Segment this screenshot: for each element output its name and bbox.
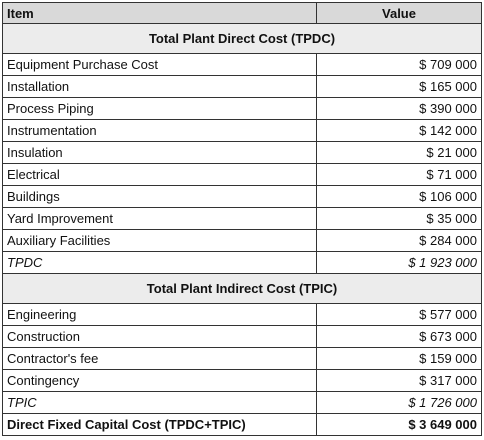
table-body: Total Plant Direct Cost (TPDC) Equipment … <box>2 23 482 436</box>
value-cell: $ 1 726 000 <box>316 391 482 414</box>
item-cell: Equipment Purchase Cost <box>2 53 317 76</box>
item-cell: Direct Fixed Capital Cost (TPDC+TPIC) <box>2 413 317 436</box>
section-row: Total Plant Indirect Cost (TPIC) <box>2 273 482 304</box>
item-cell: TPDC <box>2 251 317 274</box>
item-cell: Insulation <box>2 141 317 164</box>
data-row: Contingency $ 317 000 <box>2 369 482 392</box>
section-title: Total Plant Indirect Cost (TPIC) <box>2 273 482 304</box>
item-cell: Process Piping <box>2 97 317 120</box>
value-cell: $ 142 000 <box>316 119 482 142</box>
value-cell: $ 71 000 <box>316 163 482 186</box>
data-row: Contractor's fee $ 159 000 <box>2 347 482 370</box>
header-cell: Value <box>316 2 482 24</box>
section-row: Total Plant Direct Cost (TPDC) <box>2 23 482 54</box>
value-cell: $ 106 000 <box>316 185 482 208</box>
value-cell: $ 577 000 <box>316 303 482 326</box>
item-cell: Construction <box>2 325 317 348</box>
section-title: Total Plant Direct Cost (TPDC) <box>2 23 482 54</box>
subtotal-row: TPIC $ 1 726 000 <box>2 391 482 414</box>
item-cell: Instrumentation <box>2 119 317 142</box>
value-cell: $ 165 000 <box>316 75 482 98</box>
data-row: Buildings $ 106 000 <box>2 185 482 208</box>
value-cell: $ 159 000 <box>316 347 482 370</box>
cost-table: Item Value Total Plant Direct Cost (TPDC… <box>2 2 482 436</box>
data-row: Insulation $ 21 000 <box>2 141 482 164</box>
item-cell: Contractor's fee <box>2 347 317 370</box>
data-row: Construction $ 673 000 <box>2 325 482 348</box>
data-row: Auxiliary Facilities $ 284 000 <box>2 229 482 252</box>
grand-total-row: Direct Fixed Capital Cost (TPDC+TPIC) $ 3… <box>2 413 482 436</box>
value-cell: $ 35 000 <box>316 207 482 230</box>
value-cell: $ 284 000 <box>316 229 482 252</box>
data-row: Yard Improvement $ 35 000 <box>2 207 482 230</box>
data-row: Instrumentation $ 142 000 <box>2 119 482 142</box>
data-row: Engineering $ 577 000 <box>2 303 482 326</box>
data-row: Installation $ 165 000 <box>2 75 482 98</box>
item-cell: Buildings <box>2 185 317 208</box>
value-cell: $ 390 000 <box>316 97 482 120</box>
item-cell: Auxiliary Facilities <box>2 229 317 252</box>
value-cell: $ 3 649 000 <box>316 413 482 436</box>
header-row: Item Value <box>2 2 482 24</box>
data-row: Process Piping $ 390 000 <box>2 97 482 120</box>
header-cell: Item <box>2 2 317 24</box>
value-cell: $ 317 000 <box>316 369 482 392</box>
item-cell: Installation <box>2 75 317 98</box>
item-cell: Contingency <box>2 369 317 392</box>
data-row: Electrical $ 71 000 <box>2 163 482 186</box>
value-cell: $ 1 923 000 <box>316 251 482 274</box>
data-row: Equipment Purchase Cost $ 709 000 <box>2 53 482 76</box>
value-cell: $ 709 000 <box>316 53 482 76</box>
item-cell: Yard Improvement <box>2 207 317 230</box>
subtotal-row: TPDC $ 1 923 000 <box>2 251 482 274</box>
item-cell: Engineering <box>2 303 317 326</box>
value-cell: $ 21 000 <box>316 141 482 164</box>
value-cell: $ 673 000 <box>316 325 482 348</box>
item-cell: TPIC <box>2 391 317 414</box>
item-cell: Electrical <box>2 163 317 186</box>
